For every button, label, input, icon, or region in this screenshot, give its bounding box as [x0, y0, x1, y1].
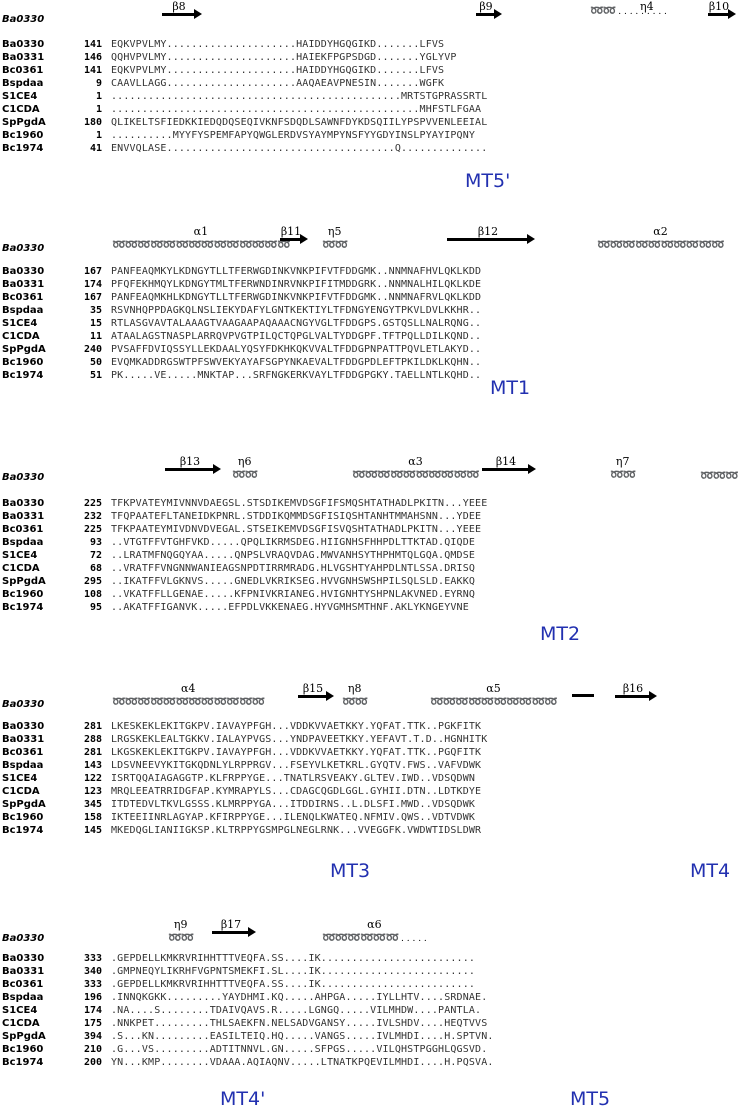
ss-strand-b16: β16 [615, 682, 657, 701]
reference-label: Ba0330 [2, 14, 45, 25]
ss-strand-b11: β11 [280, 225, 308, 244]
motif-label-mt3: MT3 [330, 860, 371, 882]
ss-strand-b15: β15 [298, 682, 334, 701]
motif-label-mt2: MT2 [540, 623, 581, 645]
ss-strand-b12: β12 [447, 225, 535, 244]
ss-strand-b8: β8 [162, 0, 202, 19]
ss-turn-eta9: η9 ➿➿ [168, 918, 194, 944]
ss-helix-a6: α6 ➿➿➿➿➿➿ . . . . . [322, 918, 427, 944]
ss-helix-a2: α2 ➿➿➿➿➿➿➿➿➿➿ [597, 225, 725, 251]
ss-turn-eta4-label: η4 [640, 0, 654, 13]
ss-strand-b10: β10 [708, 0, 736, 19]
ss-turn-eta8: η8 ➿➿ [342, 682, 368, 708]
motif-label-mt4: MT4 [690, 860, 731, 882]
reference-label: Ba0330 [2, 933, 45, 944]
motif-label-mt5: MT5 [570, 1088, 611, 1110]
ss-turn-eta6: η6 ➿➿ [232, 455, 258, 481]
ss-turn-eta4: ➿➿ . . . . . . . . . [590, 4, 667, 17]
ss-turn-eta7: η7 ➿➿ [610, 455, 636, 481]
ss-strand-b17: β17 [212, 918, 256, 937]
ss-strand-b16-start [572, 694, 594, 697]
ss-helix-continuation: ➿➿➿ [700, 469, 739, 482]
ss-helix-a4: α4 ➿➿➿➿➿➿➿➿➿➿➿➿ [112, 682, 265, 708]
ss-strand-b9: β9 [476, 0, 502, 19]
reference-label: Ba0330 [2, 699, 45, 710]
ss-turn-eta5: η5 ➿➿ [322, 225, 348, 251]
ss-strand-b14: β14 [482, 455, 536, 474]
ss-helix-a1: α1 ➿➿➿➿➿➿➿➿➿➿➿➿➿➿ [112, 225, 291, 251]
reference-label: Ba0330 [2, 472, 45, 483]
ss-helix-a3: α3 ➿➿➿➿➿➿➿➿➿➿ [352, 455, 480, 481]
motif-label-mt5prime: MT5' [465, 170, 511, 192]
ss-helix-a5: α5 ➿➿➿➿➿➿➿➿➿➿ [430, 682, 558, 708]
motif-label-mt1: MT1 [490, 377, 531, 399]
motif-label-mt4prime: MT4' [220, 1088, 266, 1110]
reference-label: Ba0330 [2, 243, 45, 254]
ss-strand-b13: β13 [165, 455, 221, 474]
